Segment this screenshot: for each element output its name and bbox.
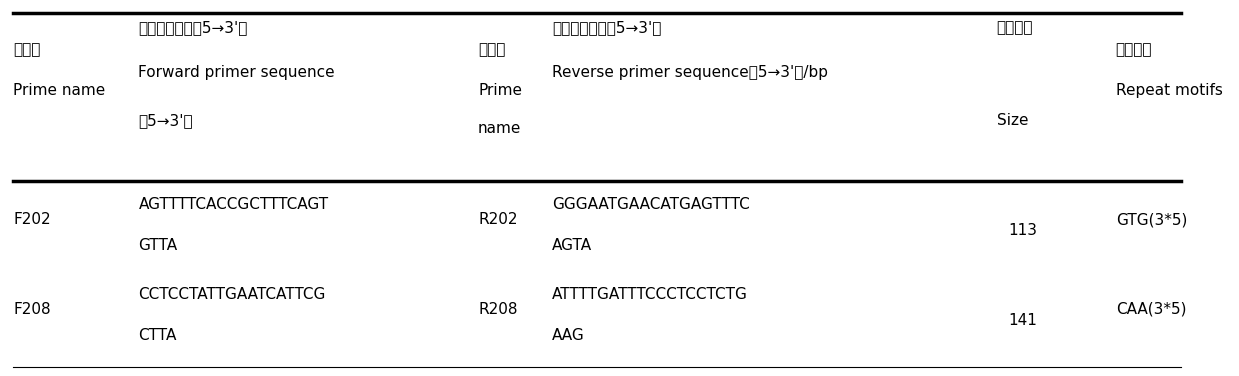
Text: 重复基序: 重复基序 [1115,42,1152,58]
Text: R202: R202 [478,212,518,227]
Text: 113: 113 [1009,223,1037,238]
Text: GTTA: GTTA [139,238,177,253]
Text: GGGAATGAACATGAGTTTC: GGGAATGAACATGAGTTTC [553,197,750,212]
Text: R208: R208 [478,302,518,317]
Text: 片段大小: 片段大小 [996,20,1033,35]
Text: Size: Size [996,113,1028,128]
Text: F208: F208 [14,302,51,317]
Text: Repeat motifs: Repeat motifs [1115,83,1223,99]
Text: AGTA: AGTA [553,238,592,253]
Text: CAA(3*5): CAA(3*5) [1115,302,1186,317]
Text: 正向引物序列（5→3'）: 正向引物序列（5→3'） [553,20,662,35]
Text: ATTTTGATTTCCCTCCTCTG: ATTTTGATTTCCCTCCTCTG [553,287,748,302]
Text: CCTCCTATTGAATCATTCG: CCTCCTATTGAATCATTCG [139,287,326,302]
Text: AGTTTTCACCGCTTTCAGT: AGTTTTCACCGCTTTCAGT [139,197,328,212]
Text: 141: 141 [1009,313,1037,328]
Text: CTTA: CTTA [139,328,177,343]
Text: Prime name: Prime name [14,83,105,99]
Text: 引物名: 引物名 [14,42,41,58]
Text: Forward primer sequence: Forward primer sequence [139,65,335,80]
Text: AAG: AAG [553,328,585,343]
Text: Reverse primer sequence（5→3'）/bp: Reverse primer sequence（5→3'）/bp [553,65,828,80]
Text: F202: F202 [14,212,51,227]
Text: GTG(3*5): GTG(3*5) [1115,212,1187,227]
Text: name: name [478,121,522,136]
Text: Prime: Prime [478,83,522,99]
Text: 正向引物序列（5→3'）: 正向引物序列（5→3'） [139,20,248,35]
Text: 引物名: 引物名 [478,42,506,58]
Text: （5→3'）: （5→3'） [139,113,193,128]
